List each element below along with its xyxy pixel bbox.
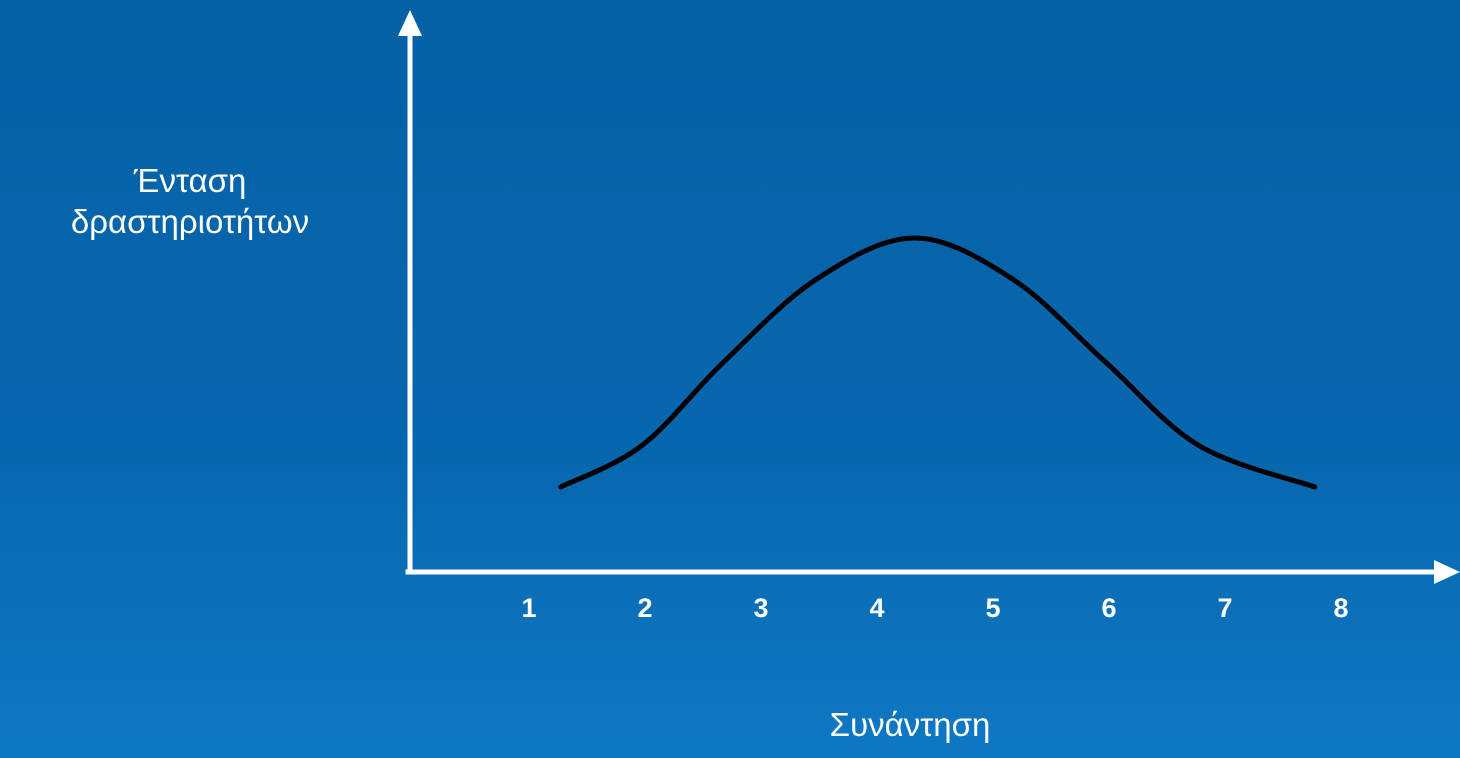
x-tick-label-4: 4	[869, 593, 884, 623]
y-axis-label-line-2: δραστηριοτήτων	[70, 203, 310, 241]
axes	[398, 10, 1460, 584]
y-axis-arrow	[398, 10, 422, 36]
x-tick-label-2: 2	[637, 593, 652, 623]
y-axis-label-line-1: Ένταση	[133, 162, 247, 199]
x-tick-label-8: 8	[1333, 593, 1348, 623]
x-tick-label-7: 7	[1217, 593, 1232, 623]
x-tick-label-3: 3	[753, 593, 768, 623]
x-tick-label-1: 1	[521, 593, 536, 623]
x-tick-label-6: 6	[1101, 593, 1116, 623]
x-tick-label-5: 5	[985, 593, 1000, 623]
x-axis-arrow	[1434, 560, 1460, 584]
x-axis-label: Συνάντηση	[829, 706, 991, 743]
x-tick-labels: 1 2 3 4 5 6 7 8	[521, 593, 1348, 623]
y-axis-label: Ένταση δραστηριοτήτων	[0, 160, 380, 243]
series-curve	[558, 235, 1318, 490]
